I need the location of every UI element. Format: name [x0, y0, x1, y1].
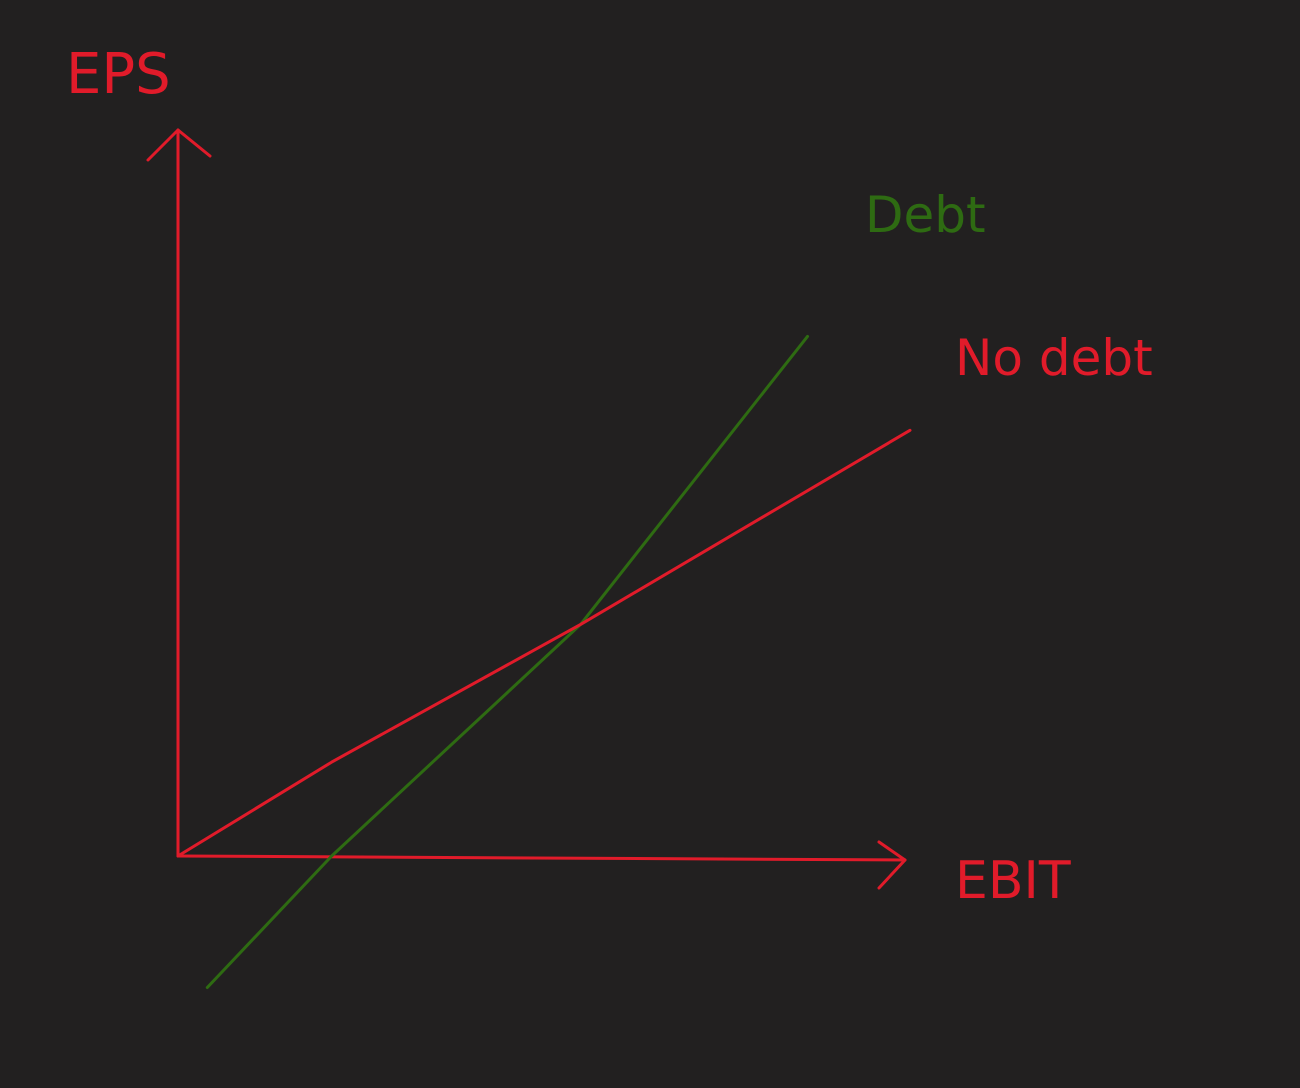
axes	[146, 128, 907, 890]
series-lines	[176, 334, 912, 989]
y-axis-arrow	[146, 128, 212, 162]
series-label-no-debt: No debt	[955, 329, 1153, 387]
x-axis-label: EBIT	[955, 851, 1071, 911]
x-axis-arrow	[877, 840, 907, 890]
series-line-no-debt	[176, 428, 912, 858]
series-line-debt	[205, 334, 809, 989]
x-axis	[176, 854, 907, 862]
series-label-debt: Debt	[865, 186, 986, 244]
y-axis-label: EPS	[66, 42, 171, 107]
